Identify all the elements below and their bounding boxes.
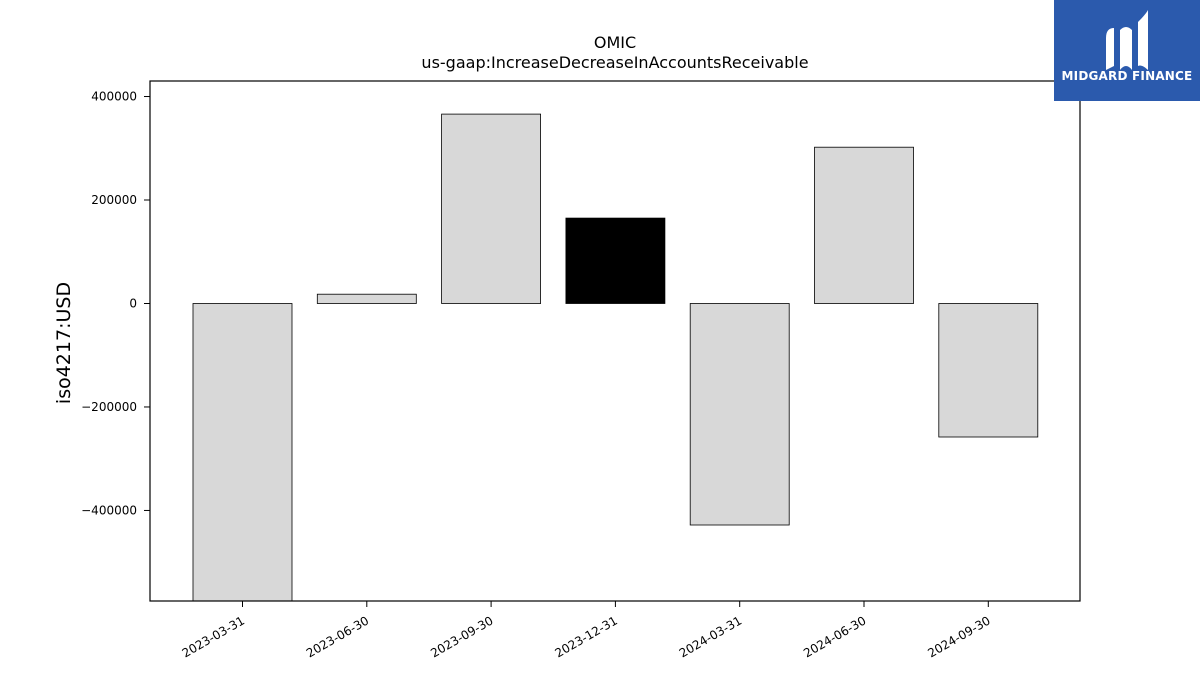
bar-2023-03-31 [192, 303, 293, 602]
midgard-finance-logo: MIDGARD FINANCE [1054, 0, 1200, 101]
bar-2024-09-30 [938, 303, 1039, 438]
bar-2023-09-30 [441, 113, 542, 304]
bar-2023-12-31 [565, 217, 666, 304]
y-axis-label: iso4217:USD [53, 282, 75, 404]
x-tick-label: 2023-12-31 [552, 613, 619, 660]
bar-2024-03-31 [689, 303, 790, 526]
x-tick-label: 2024-09-30 [925, 613, 992, 660]
m-monogram-icon [1054, 0, 1200, 101]
x-tick-label: 2024-06-30 [801, 613, 868, 660]
y-tick-label: 200000 [91, 193, 137, 207]
chart-title: OMIC [594, 33, 636, 52]
x-tick-label: 2023-03-31 [180, 613, 247, 660]
y-tick-label: 400000 [91, 90, 137, 104]
bar-2024-06-30 [814, 146, 914, 304]
y-tick-label: −200000 [81, 400, 137, 414]
y-axis-ticks: 400000 200000 0 −200000 −400000 [81, 90, 150, 517]
x-tick-label: 2024-03-31 [677, 613, 744, 660]
plot-frame [149, 80, 1081, 602]
x-tick-label: 2023-06-30 [304, 613, 371, 660]
logo-text: MIDGARD FINANCE [1061, 69, 1193, 83]
x-axis-ticks: 2023-03-31 2023-06-30 2023-09-30 2023-12-31… [180, 601, 993, 660]
x-tick-label: 2023-09-30 [428, 613, 495, 660]
chart-subtitle: us-gaap:IncreaseDecreaseInAccountsReceiv… [421, 53, 808, 72]
bar-2023-06-30 [316, 293, 417, 304]
bars-layer [192, 113, 1039, 602]
y-tick-label: 0 [129, 296, 137, 310]
y-tick-label: −400000 [81, 503, 137, 517]
